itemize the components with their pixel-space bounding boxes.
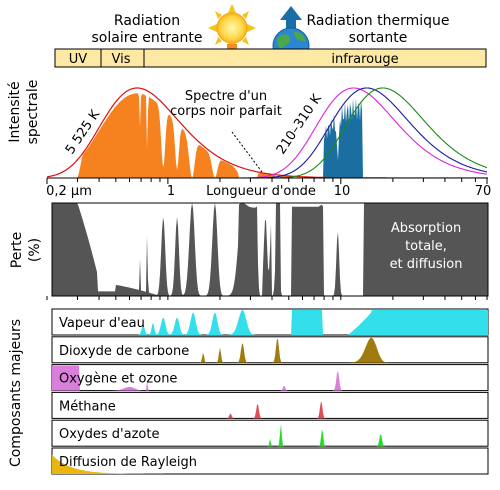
thermal-title-line2: sortante — [349, 30, 408, 46]
components-ylabel: Composants majeurs — [8, 319, 24, 467]
earth-blackbody-curve-310k — [47, 87, 487, 178]
axis-tick-label-0: 0,2 µm — [46, 184, 92, 199]
band-uv: UV — [69, 52, 88, 67]
loss-note-line1: Absorption — [391, 221, 461, 236]
component-row: Oxygène et ozone — [51, 364, 489, 392]
component-row: Vapeur d'eau — [51, 308, 489, 336]
loss-ylabel-line2: (%) — [27, 238, 43, 262]
loss-fill — [52, 203, 488, 296]
component-absorption — [52, 310, 488, 335]
band-ir: infrarouge — [331, 52, 398, 67]
component-row: Méthane — [51, 391, 489, 419]
wavelength-axis: 0,2 µm 1 10 70 Longueur d'onde — [46, 184, 491, 199]
earth-blackbody-curve-210k — [47, 87, 487, 178]
sun-icon — [208, 4, 256, 52]
up-arrow-icon — [280, 6, 302, 29]
blackbody-label-line1: Spectre d'un — [185, 89, 267, 104]
loss-panel: Perte (%) Absorption totale, et diffusio… — [9, 202, 489, 300]
component-label: Diffusion de Rayleigh — [59, 455, 197, 470]
band-bar: UV Vis infrarouge — [54, 48, 487, 68]
component-absorption — [52, 424, 488, 447]
loss-axis-ticks — [46, 296, 488, 300]
spectrum-axis-ticks — [46, 178, 488, 184]
loss-note-line2: totale, — [405, 239, 447, 254]
axis-tick-label-2: 10 — [334, 184, 351, 199]
sun-blackbody-curve — [47, 87, 487, 178]
blackbody-pointer-line — [231, 131, 263, 173]
axis-title: Longueur d'onde — [206, 184, 316, 199]
component-row: Diffusion de Rayleigh — [51, 447, 489, 475]
component-label: Vapeur d'eau — [59, 316, 145, 331]
solar-spectrum-fill — [47, 93, 487, 178]
component-row-frame — [51, 447, 489, 475]
component-row: Dioxyde de carbone — [51, 336, 489, 364]
spectrum-panel: Intensité spectrale 5 525 K 210–310 K Sp… — [7, 80, 488, 184]
component-row: Oxydes d'azote — [51, 419, 489, 447]
blackbody-label-line2: corps noir parfait — [170, 104, 282, 119]
components-panel: Composants majeurs Vapeur d'eau Dioxyde d… — [8, 308, 489, 475]
axis-tick-label-1: 1 — [167, 184, 175, 199]
loss-ylabel-line1: Perte — [9, 232, 25, 268]
thermal-title-line1: Radiation thermique — [306, 13, 449, 29]
spectrum-ylabel-line1: Intensité — [7, 81, 23, 142]
component-label: Dioxyde de carbone — [59, 344, 189, 359]
component-label: Méthane — [59, 399, 116, 414]
loss-note-line3: et diffusion — [390, 257, 463, 272]
spectrum-ylabel-line2: spectrale — [25, 80, 41, 145]
solar-title-line1: Radiation — [114, 13, 180, 29]
component-row-frame — [51, 336, 489, 364]
component-label: Oxygène et ozone — [59, 372, 177, 387]
component-label: Oxydes d'azote — [59, 427, 159, 442]
axis-tick-label-3: 70 — [475, 184, 492, 199]
component-row-frame — [51, 391, 489, 419]
component-rows: Vapeur d'eau Dioxyde de carbone Oxygène et… — [51, 308, 489, 475]
component-absorption — [52, 337, 488, 363]
band-vis: Vis — [112, 52, 131, 67]
solar-title-line2: solaire entrante — [91, 30, 202, 46]
